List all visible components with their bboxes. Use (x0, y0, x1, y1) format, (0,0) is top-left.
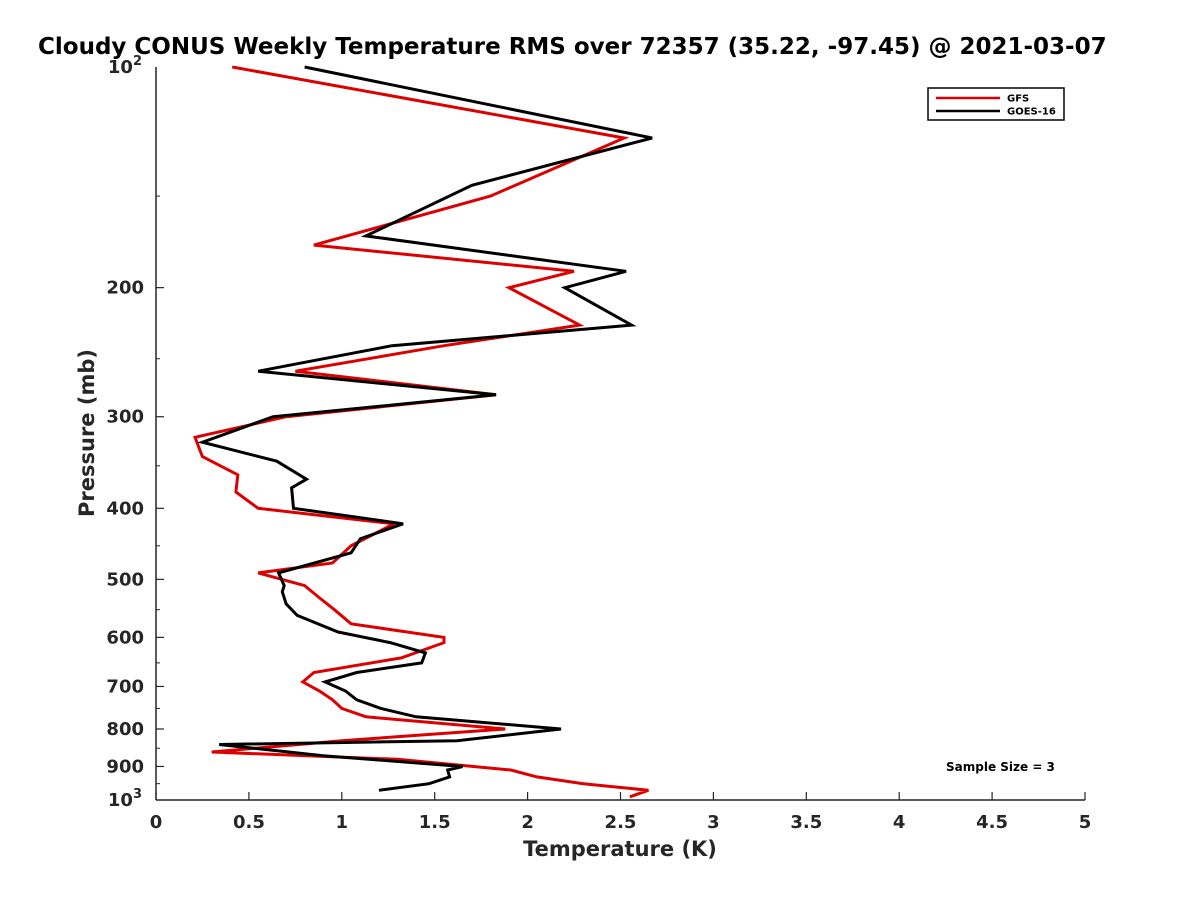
ticks: 0 0.5 1 1.5 2 2.5 3 3.5 4 4.5 5 200 300 400 500 600 700 8… (106, 54, 1091, 833)
x-tick-label: 1.5 (419, 812, 451, 833)
y-tick-label: 500 (106, 569, 144, 590)
legend-label-gfs: GFS (1007, 94, 1029, 105)
y-tick-label: 300 (106, 407, 144, 428)
x-tick-label: 1 (336, 812, 349, 833)
y-tick-label: 900 (106, 756, 144, 777)
legend-box (927, 87, 1065, 121)
x-tick-label: 5 (1079, 812, 1092, 833)
x-tick-label: 3.5 (790, 812, 822, 833)
y-tick-label: 800 (106, 719, 144, 740)
x-tick-label: 4.5 (976, 812, 1008, 833)
x-tick-label: 3 (707, 812, 720, 833)
y-tick-label: 700 (106, 676, 144, 697)
x-tick-label: 4 (893, 812, 906, 833)
y-tick-label-power: 103 (108, 787, 142, 811)
series-line-goes16 (197, 65, 653, 792)
y-tick-label-power: 102 (108, 54, 142, 78)
legend: GFS GOES-16 (927, 87, 1065, 121)
y-tick-label: 400 (106, 498, 144, 519)
x-axis-label: Temperature (K) (523, 837, 717, 861)
x-tick-label: 2.5 (605, 812, 637, 833)
sample-size-annotation: Sample Size = 3 (946, 760, 1055, 774)
x-tick-label: 0.5 (233, 812, 265, 833)
x-tick-label: 2 (521, 812, 534, 833)
legend-label-goes16: GOES-16 (1007, 107, 1056, 118)
chart-title: Cloudy CONUS Weekly Temperature RMS over… (38, 34, 1107, 60)
series-layer (192, 65, 653, 799)
y-tick-label: 600 (106, 627, 144, 648)
y-tick-label: 200 (106, 278, 144, 299)
y-axis-label: Pressure (mb) (75, 349, 99, 517)
x-tick-label: 0 (150, 812, 163, 833)
